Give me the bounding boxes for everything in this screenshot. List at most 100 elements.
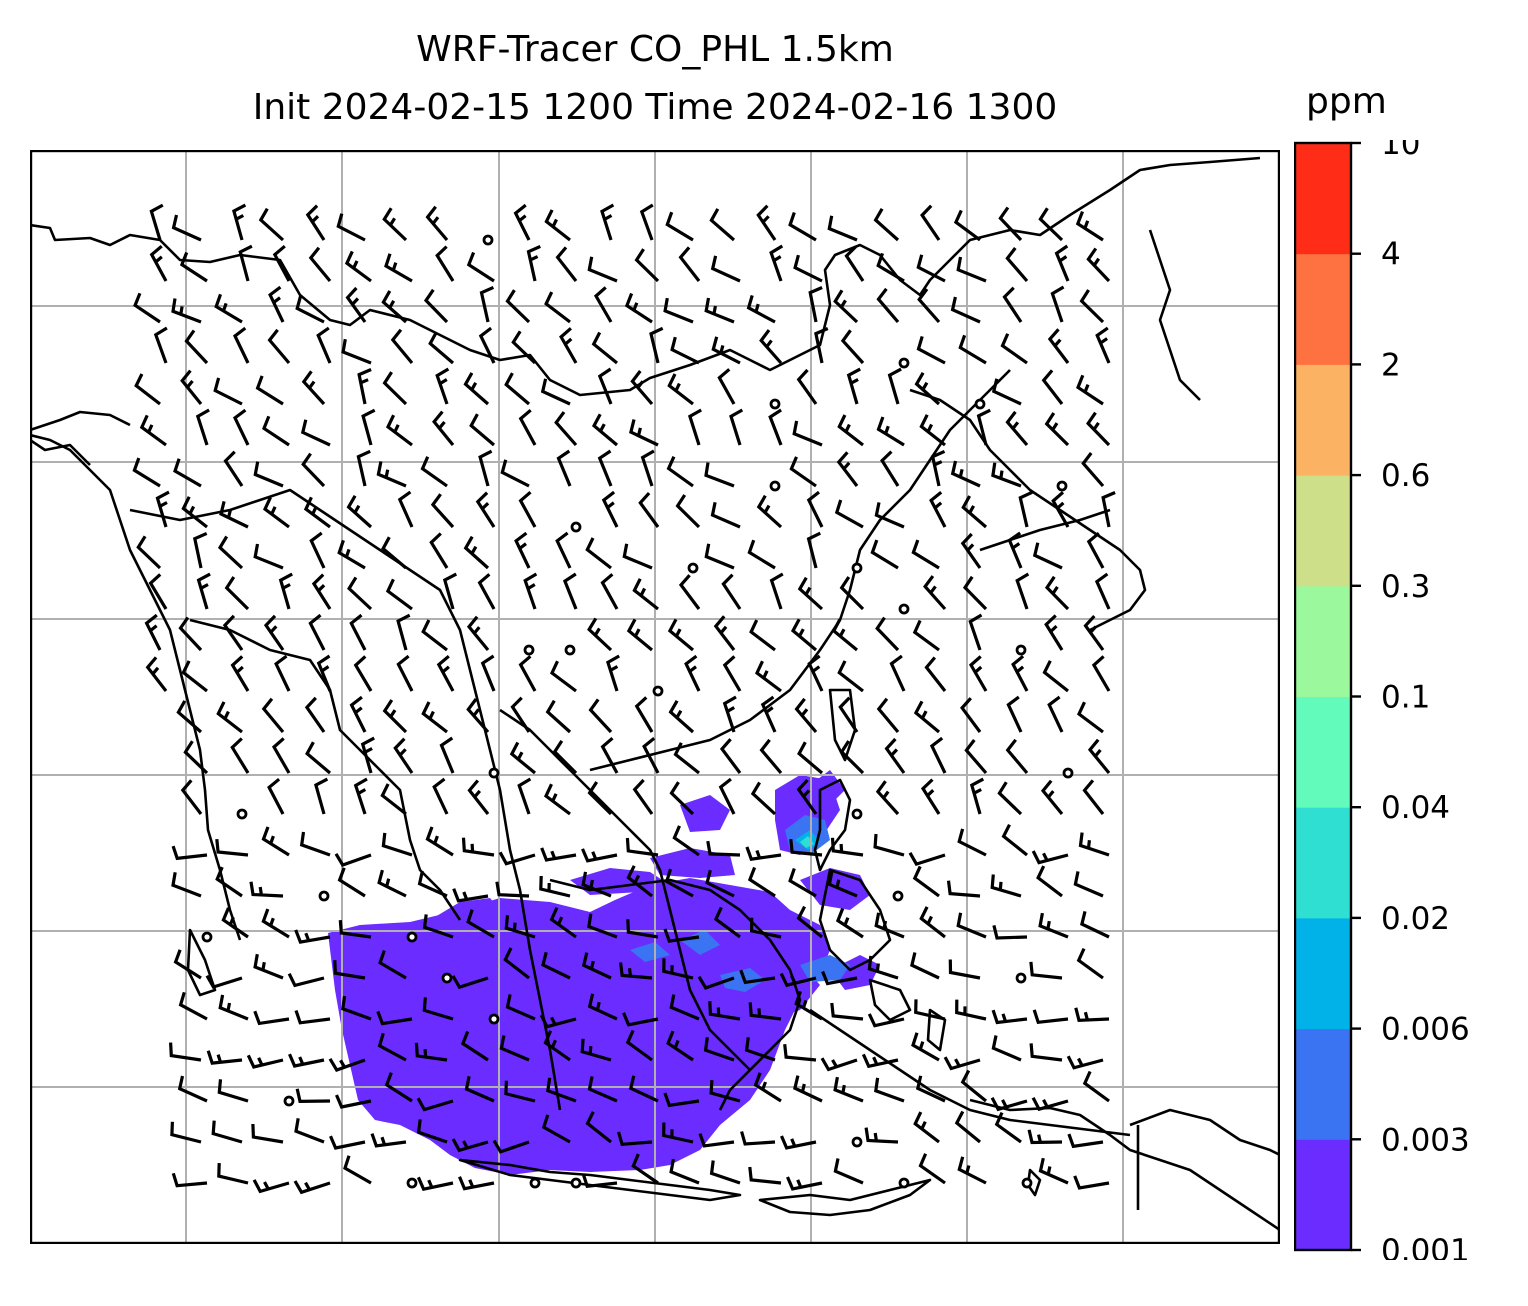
wind-barb [846, 367, 861, 405]
wind-barb [950, 460, 981, 488]
wind-barb [876, 416, 905, 447]
wind-barb [517, 777, 532, 815]
island [758, 1178, 932, 1217]
wind-barb [913, 700, 941, 734]
wind-barb [835, 907, 864, 939]
wind-barb [960, 697, 982, 733]
coastline [969, 1098, 1280, 1232]
wind-barb [769, 244, 784, 282]
wind-calm-marker [851, 808, 863, 820]
wind-barb [624, 292, 653, 324]
wind-barb [991, 1035, 1022, 1062]
wind-barb [844, 245, 865, 282]
wind-barb [1041, 369, 1064, 405]
wind-barb [663, 1092, 700, 1108]
wind-barb [216, 701, 243, 734]
wind-barb [544, 209, 571, 242]
wind-barb [301, 370, 326, 406]
wind-barb [550, 660, 577, 693]
wind-barb [1077, 701, 1104, 734]
wind-barb [704, 462, 735, 488]
wind-barb [545, 699, 572, 734]
colorbar-swatch [1295, 253, 1351, 365]
colorbar-unit-label: ppm [1306, 81, 1387, 122]
wind-barb [390, 328, 414, 365]
wind-barb [1047, 328, 1070, 364]
wind-barb [357, 368, 372, 405]
colorbar-swatches [1295, 143, 1351, 1251]
wind-barb [788, 211, 817, 242]
plume-core [680, 930, 720, 955]
wind-calm-marker [441, 972, 453, 984]
wind-barb [814, 327, 829, 364]
wind-barb [833, 1076, 864, 1103]
wind-calm-marker [898, 357, 910, 369]
wind-calm-marker [769, 398, 781, 410]
wind-calm-marker [1021, 1177, 1033, 1189]
wind-barb [261, 908, 290, 939]
wind-barb [930, 449, 946, 487]
wind-barb [272, 244, 291, 282]
wind-barb [834, 499, 864, 529]
plume-patch [650, 848, 735, 878]
colorbar-swatch [1295, 1139, 1351, 1251]
wind-barb [206, 1050, 243, 1065]
wind-barb [910, 952, 940, 980]
wind-barb [794, 990, 823, 1021]
wind-barb [267, 777, 285, 815]
wind-barb [793, 1075, 823, 1103]
wind-barb [836, 451, 859, 487]
wind-barb [956, 912, 987, 939]
wind-barb [924, 656, 947, 692]
wind-calm-marker [488, 767, 500, 779]
wind-barb [704, 543, 735, 570]
wind-barb [518, 655, 537, 692]
wind-barb [908, 852, 946, 867]
wind-barb [807, 654, 824, 692]
wind-barb [867, 955, 899, 980]
wind-barb [746, 294, 776, 324]
wind-barb [631, 1153, 659, 1185]
wind-barb [205, 974, 243, 989]
wind-barb [1074, 1007, 1110, 1023]
wind-barb [305, 204, 326, 241]
wind-barb [796, 778, 818, 815]
wind-barb [181, 496, 208, 529]
wind-barb [580, 1038, 612, 1062]
wind-barb [759, 738, 783, 775]
wind-barb [148, 573, 168, 610]
wind-barb [546, 1077, 577, 1103]
wind-barb [874, 502, 905, 529]
wind-barb [378, 949, 407, 980]
wind-barb [262, 415, 290, 447]
wind-barb [954, 1110, 982, 1144]
wind-barb [759, 329, 783, 365]
wind-barb [929, 490, 947, 528]
wind-barb [381, 290, 408, 324]
colorbar-swatch [1295, 696, 1351, 808]
wind-barb [588, 698, 613, 734]
wind-barb [169, 1042, 202, 1062]
wind-barb [184, 329, 209, 365]
wind-barb [605, 654, 620, 692]
wind-barb [821, 970, 858, 986]
colorbar-tick-label: 0.006 [1381, 1012, 1470, 1048]
colorbar-tick-label: 0.001 [1381, 1233, 1470, 1260]
wind-barb [722, 655, 742, 692]
wind-barb [230, 655, 250, 692]
wind-calm-marker [769, 480, 781, 492]
wind-barb [748, 1166, 782, 1185]
coastline [499, 708, 751, 1071]
wind-barb [349, 695, 367, 733]
wind-barb [634, 696, 654, 733]
wind-barb [747, 866, 776, 898]
wind-barb [134, 373, 161, 406]
colorbar-tick-label: 0.02 [1381, 901, 1450, 937]
wind-barb [246, 1054, 284, 1069]
wind-barb [435, 245, 455, 282]
wind-barb [992, 925, 1028, 940]
wind-calm-marker [570, 1177, 582, 1189]
wind-barb [217, 1163, 249, 1185]
wind-barb [421, 701, 448, 734]
wind-barb [600, 203, 615, 241]
